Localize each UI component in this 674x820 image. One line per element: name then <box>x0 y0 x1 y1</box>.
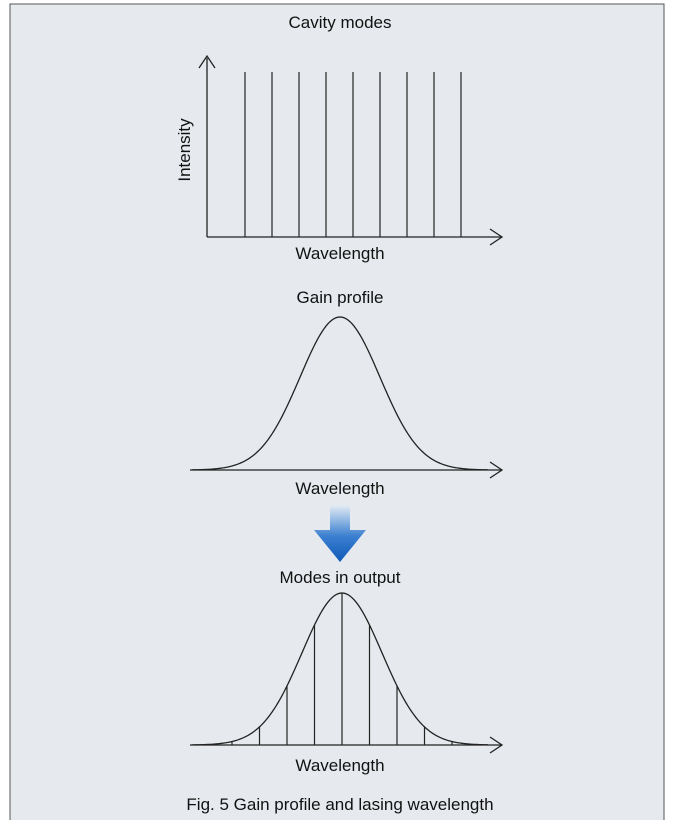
gain-curve <box>191 316 489 471</box>
output-modes <box>231 593 453 745</box>
y-axis-label: Intensity <box>175 118 194 182</box>
panel-title: Modes in output <box>280 568 401 587</box>
down-arrow <box>314 505 366 562</box>
axes <box>198 54 504 246</box>
axis <box>190 461 504 479</box>
panel-title: Cavity modes <box>289 13 392 32</box>
axis <box>190 736 504 754</box>
output-curve <box>191 592 489 746</box>
panel-title: Gain profile <box>297 288 384 307</box>
frame <box>9 3 665 820</box>
caption: Fig. 5 Gain profile and lasing wavelengt… <box>186 795 493 814</box>
x-axis-label: Wavelength <box>295 244 384 263</box>
x-axis-label: Wavelength <box>295 756 384 775</box>
x-axis-label: Wavelength <box>295 479 384 498</box>
cavity-modes <box>244 72 462 237</box>
